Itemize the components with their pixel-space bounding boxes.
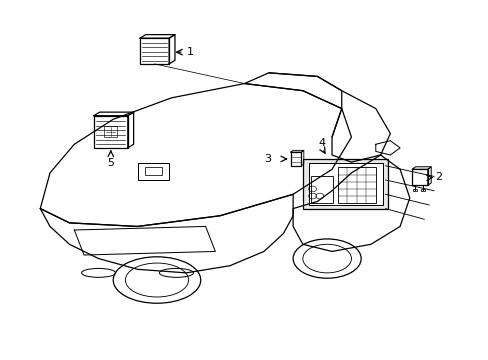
- Bar: [310, 176, 332, 203]
- Text: 5: 5: [107, 158, 114, 168]
- Bar: [420, 189, 425, 191]
- Text: 1: 1: [187, 47, 194, 57]
- Bar: [144, 167, 162, 175]
- Text: 2: 2: [434, 172, 441, 183]
- Bar: [137, 163, 169, 180]
- Bar: [104, 126, 116, 137]
- Bar: [308, 163, 382, 205]
- Text: 3: 3: [264, 154, 271, 164]
- Bar: [140, 38, 169, 64]
- Bar: [337, 167, 375, 203]
- Bar: [290, 152, 301, 166]
- Bar: [412, 189, 416, 191]
- Text: 4: 4: [318, 138, 325, 148]
- Bar: [411, 169, 427, 185]
- Bar: [302, 158, 387, 208]
- Bar: [94, 116, 127, 148]
